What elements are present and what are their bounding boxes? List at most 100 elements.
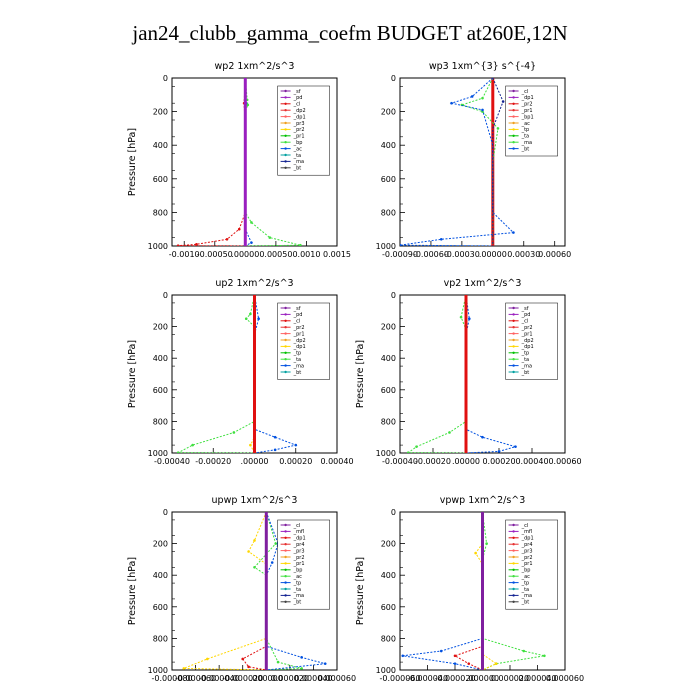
legend-entry: _pr1	[293, 561, 305, 567]
legend-box	[277, 85, 330, 176]
x-tick-label: 0.000040	[518, 674, 556, 683]
y-tick-label: 0	[391, 508, 396, 517]
legend-marker	[512, 96, 515, 99]
legend-marker	[512, 109, 515, 112]
series-group	[401, 512, 546, 670]
y-tick-label: 400	[381, 354, 396, 363]
legend-marker	[284, 530, 287, 533]
data-point	[253, 539, 256, 542]
data-point	[522, 649, 526, 653]
series-line-bp	[482, 512, 545, 670]
legend-marker	[512, 306, 515, 310]
data-point	[415, 445, 418, 448]
legend-marker	[284, 543, 287, 546]
data-point	[485, 542, 488, 545]
legend-entry: _cl	[293, 102, 301, 108]
panel-title: wp3 1xm^{3} s^{-4}	[429, 61, 536, 72]
legend-marker	[512, 326, 515, 329]
y-tick-label: 200	[153, 108, 168, 117]
legend-marker	[512, 313, 515, 316]
data-point	[514, 445, 517, 448]
series-group	[176, 78, 302, 246]
legend-marker	[512, 141, 515, 144]
legend-marker	[284, 153, 287, 157]
legend-entry: _pr1	[293, 134, 305, 140]
y-tick-label: 1000	[376, 449, 396, 458]
x-tick-label: -0.00020	[415, 457, 451, 466]
legend-entry: _pr2	[521, 102, 533, 108]
panel-title: vp2 1xm^2/s^3	[444, 278, 522, 289]
y-tick-label: 800	[153, 208, 168, 217]
y-tick-label: 600	[153, 175, 168, 184]
legend-marker	[284, 568, 287, 571]
legend-marker	[284, 600, 287, 603]
x-tick-label: 0.000060	[318, 674, 356, 683]
data-point	[450, 101, 453, 105]
plot-frame	[399, 294, 566, 454]
y-tick-label: 0	[163, 508, 168, 517]
legend-marker	[512, 549, 515, 552]
x-tick-label: 0.00050	[259, 250, 292, 259]
data-point	[439, 649, 443, 653]
x-tick-label: -0.00040	[382, 457, 418, 466]
data-point	[176, 244, 180, 246]
legend-marker	[512, 523, 515, 527]
data-point	[497, 450, 501, 453]
y-tick-label: 1000	[148, 242, 168, 251]
data-point	[459, 315, 463, 319]
series-line-pr1	[474, 512, 498, 670]
series-line-tp	[402, 512, 483, 670]
y-tick-label: 400	[153, 141, 168, 150]
data-point	[300, 656, 303, 659]
legend-entry: _dp1	[521, 344, 534, 350]
x-tick-label: 0.000020	[491, 674, 529, 683]
legend-marker	[284, 134, 287, 137]
legend-entry: _mfl	[293, 529, 305, 535]
legend-entry: _bp	[293, 140, 303, 146]
y-tick-label: 1000	[376, 666, 396, 675]
x-tick-label: .00000	[231, 250, 259, 259]
data-point	[406, 451, 410, 453]
legend-entry: _dp1	[293, 344, 306, 350]
y-tick-label: 1000	[376, 242, 396, 251]
data-point	[294, 443, 298, 447]
data-point	[250, 241, 253, 244]
legend-entry: _pr1	[521, 108, 533, 114]
x-tick-label: 0.0010	[292, 250, 320, 259]
legend-entry: _ta	[521, 357, 530, 363]
legend-marker	[512, 543, 515, 546]
legend-marker	[284, 358, 287, 361]
y-tick-label: 800	[153, 417, 168, 426]
x-tick-label: 0.0015	[323, 250, 351, 259]
data-point	[273, 435, 277, 439]
legend-marker	[512, 587, 515, 591]
y-tick-label: 0	[163, 291, 168, 300]
series-line-dp1	[407, 295, 467, 453]
series-line-tp	[465, 295, 518, 453]
legend-marker	[512, 115, 515, 118]
y-axis-label: Pressure [hPa]	[355, 340, 366, 408]
legend-entry: _pr3	[293, 121, 305, 127]
data-point	[274, 542, 278, 545]
data-point	[182, 667, 186, 670]
legend-entry: _ma	[293, 159, 304, 165]
panel-3: up2 1xm^2/s^3 0 200 400 600 800 1000-0.00040 -0…	[127, 278, 354, 466]
x-tick-label: -0.00050	[197, 250, 233, 259]
y-tick-label: 600	[153, 603, 168, 612]
y-tick-label: 600	[153, 386, 168, 395]
legend-marker	[284, 147, 287, 150]
y-tick-label: 0	[391, 291, 396, 300]
legend-marker	[284, 109, 287, 112]
legend-entry: _sf	[521, 306, 529, 312]
x-tick-label: 0.00060	[548, 457, 581, 466]
legend-marker	[512, 89, 515, 93]
panel-6: vpwp 1xm^2/s^3 0 200 400 600 800 1000-0.000060…	[355, 495, 584, 683]
series-line-dp1	[178, 78, 246, 246]
legend-marker	[284, 319, 287, 322]
series-line-pr1	[183, 512, 267, 670]
x-tick-label: 0.00030	[507, 250, 540, 259]
legend-marker	[284, 121, 287, 125]
data-point	[244, 317, 248, 321]
data-point	[494, 662, 498, 665]
